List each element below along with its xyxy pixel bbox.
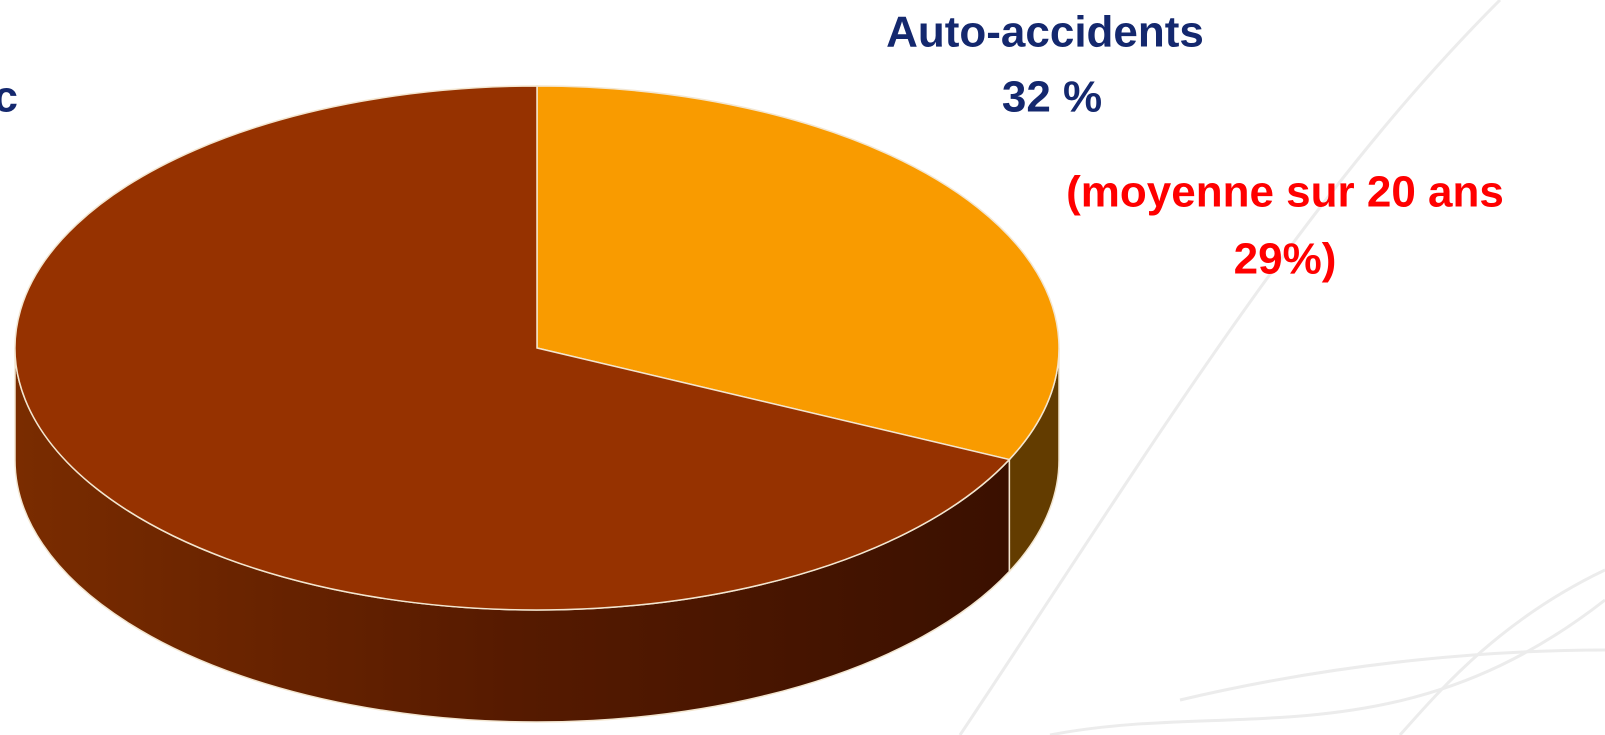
slice-value-label: 32 % — [1002, 73, 1102, 122]
slice — [14, 85, 1011, 611]
slice-label: Auto-accidents — [886, 8, 1204, 57]
background-decor — [958, 0, 1605, 735]
annotation: (moyenne sur 20 ans — [1066, 168, 1504, 217]
annotation: 29%) — [1234, 235, 1337, 284]
pie — [14, 85, 1060, 723]
slice-label: c — [0, 73, 18, 122]
slice — [536, 85, 1060, 461]
